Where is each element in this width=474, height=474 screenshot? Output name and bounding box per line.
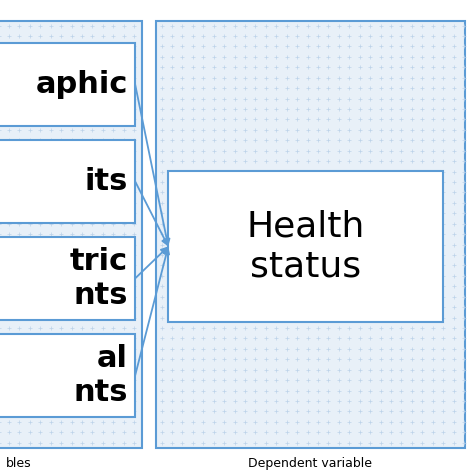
Bar (0, 334, 135, 417)
Bar (0, 21, 142, 448)
Text: tric
nts: tric nts (70, 247, 128, 310)
Text: Health
status: Health status (246, 210, 365, 283)
Text: aphic: aphic (36, 70, 128, 99)
Bar (0, 140, 135, 223)
Text: al
nts: al nts (73, 344, 128, 407)
Bar (0, 43, 135, 126)
Text: Dependent variable: Dependent variable (248, 457, 373, 470)
Text: its: its (84, 167, 128, 196)
Bar (168, 171, 443, 322)
Text: bles: bles (6, 457, 32, 470)
Bar (156, 21, 465, 448)
Bar (0, 237, 135, 320)
